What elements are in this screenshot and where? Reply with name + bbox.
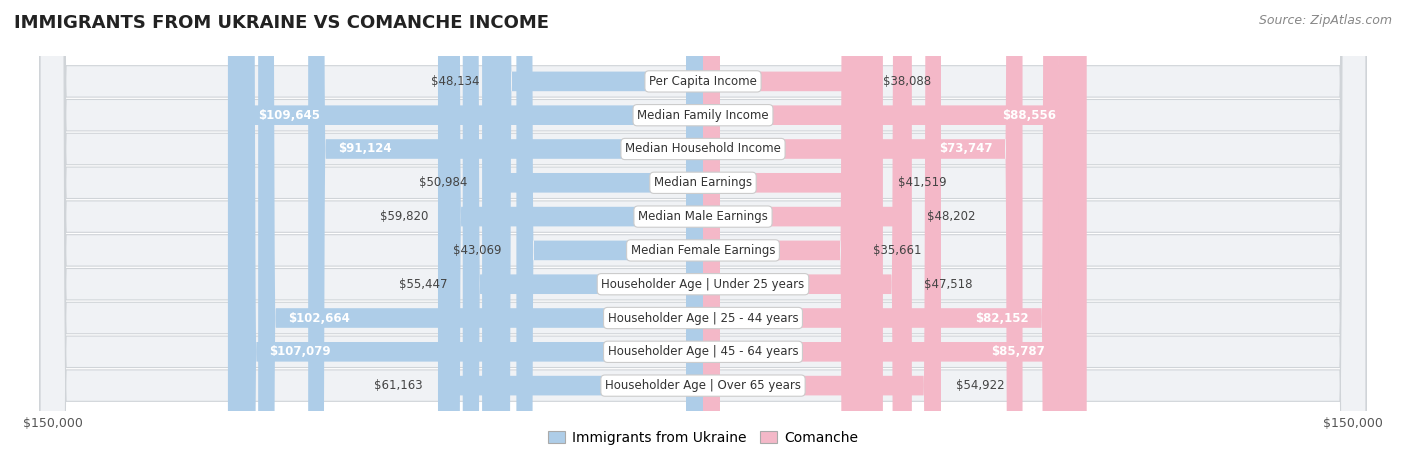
Text: $91,124: $91,124 bbox=[339, 142, 392, 156]
Text: $109,645: $109,645 bbox=[259, 109, 321, 122]
FancyBboxPatch shape bbox=[482, 0, 703, 467]
FancyBboxPatch shape bbox=[39, 0, 1367, 467]
FancyBboxPatch shape bbox=[239, 0, 703, 467]
Text: $48,202: $48,202 bbox=[927, 210, 976, 223]
FancyBboxPatch shape bbox=[308, 0, 703, 467]
Text: $82,152: $82,152 bbox=[974, 311, 1029, 325]
FancyBboxPatch shape bbox=[703, 0, 1022, 467]
FancyBboxPatch shape bbox=[703, 0, 1059, 467]
Text: $43,069: $43,069 bbox=[453, 244, 501, 257]
FancyBboxPatch shape bbox=[703, 0, 941, 467]
FancyBboxPatch shape bbox=[703, 0, 883, 467]
Text: $47,518: $47,518 bbox=[924, 278, 973, 290]
Text: $50,984: $50,984 bbox=[419, 177, 467, 189]
Text: $54,922: $54,922 bbox=[956, 379, 1005, 392]
FancyBboxPatch shape bbox=[444, 0, 703, 467]
Text: Householder Age | 25 - 44 years: Householder Age | 25 - 44 years bbox=[607, 311, 799, 325]
Text: Householder Age | 45 - 64 years: Householder Age | 45 - 64 years bbox=[607, 345, 799, 358]
FancyBboxPatch shape bbox=[39, 0, 1367, 467]
FancyBboxPatch shape bbox=[39, 0, 1367, 467]
Text: $59,820: $59,820 bbox=[380, 210, 429, 223]
Text: $107,079: $107,079 bbox=[270, 345, 330, 358]
Text: $38,088: $38,088 bbox=[883, 75, 931, 88]
FancyBboxPatch shape bbox=[39, 0, 1367, 467]
FancyBboxPatch shape bbox=[439, 0, 703, 467]
Text: Median Earnings: Median Earnings bbox=[654, 177, 752, 189]
FancyBboxPatch shape bbox=[495, 0, 703, 467]
FancyBboxPatch shape bbox=[39, 0, 1367, 467]
Text: $35,661: $35,661 bbox=[873, 244, 921, 257]
Text: Median Family Income: Median Family Income bbox=[637, 109, 769, 122]
FancyBboxPatch shape bbox=[703, 0, 858, 467]
Text: Source: ZipAtlas.com: Source: ZipAtlas.com bbox=[1258, 14, 1392, 27]
Legend: Immigrants from Ukraine, Comanche: Immigrants from Ukraine, Comanche bbox=[543, 425, 863, 450]
FancyBboxPatch shape bbox=[516, 0, 703, 467]
FancyBboxPatch shape bbox=[39, 0, 1367, 467]
FancyBboxPatch shape bbox=[259, 0, 703, 467]
Text: $73,747: $73,747 bbox=[939, 142, 993, 156]
FancyBboxPatch shape bbox=[39, 0, 1367, 467]
Text: $88,556: $88,556 bbox=[1002, 109, 1056, 122]
FancyBboxPatch shape bbox=[703, 0, 1087, 467]
Text: Median Male Earnings: Median Male Earnings bbox=[638, 210, 768, 223]
Text: Householder Age | Under 25 years: Householder Age | Under 25 years bbox=[602, 278, 804, 290]
Text: Per Capita Income: Per Capita Income bbox=[650, 75, 756, 88]
Text: $61,163: $61,163 bbox=[374, 379, 423, 392]
FancyBboxPatch shape bbox=[39, 0, 1367, 467]
FancyBboxPatch shape bbox=[228, 0, 703, 467]
FancyBboxPatch shape bbox=[703, 0, 912, 467]
FancyBboxPatch shape bbox=[703, 0, 868, 467]
Text: $102,664: $102,664 bbox=[288, 311, 350, 325]
FancyBboxPatch shape bbox=[703, 0, 1074, 467]
Text: $41,519: $41,519 bbox=[898, 177, 946, 189]
Text: Householder Age | Over 65 years: Householder Age | Over 65 years bbox=[605, 379, 801, 392]
FancyBboxPatch shape bbox=[703, 0, 908, 467]
FancyBboxPatch shape bbox=[39, 0, 1367, 467]
FancyBboxPatch shape bbox=[463, 0, 703, 467]
Text: IMMIGRANTS FROM UKRAINE VS COMANCHE INCOME: IMMIGRANTS FROM UKRAINE VS COMANCHE INCO… bbox=[14, 14, 550, 32]
Text: $85,787: $85,787 bbox=[991, 345, 1045, 358]
Text: $55,447: $55,447 bbox=[399, 278, 447, 290]
Text: Median Household Income: Median Household Income bbox=[626, 142, 780, 156]
Text: $48,134: $48,134 bbox=[430, 75, 479, 88]
Text: Median Female Earnings: Median Female Earnings bbox=[631, 244, 775, 257]
FancyBboxPatch shape bbox=[39, 0, 1367, 467]
